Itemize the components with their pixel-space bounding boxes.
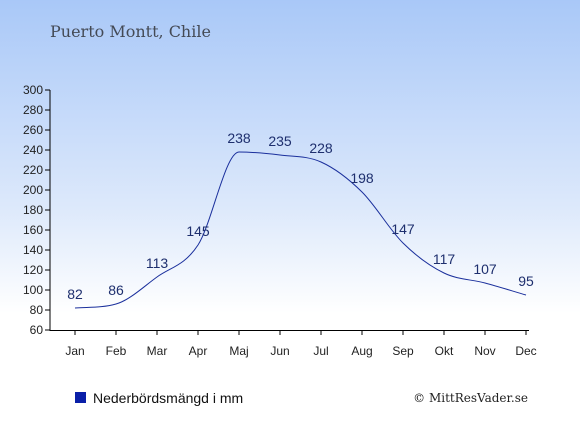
data-label: 117: [433, 251, 456, 267]
legend-label: Nederbördsmängd i mm: [93, 390, 243, 406]
data-point: [74, 307, 76, 309]
y-tick-label: 260: [23, 123, 43, 137]
y-tick-label: 280: [23, 103, 43, 117]
x-tick-label: Nov: [474, 344, 495, 358]
y-tick-label: 120: [23, 263, 43, 277]
x-tick-label: Dec: [515, 344, 536, 358]
chart-title: Puerto Montt, Chile: [50, 22, 211, 41]
x-tick-label: Jun: [270, 344, 289, 358]
y-axis: 60 80 100 120 140 160 180 200 220 240 260 280 300: [23, 83, 51, 337]
y-tick-label: 180: [23, 203, 43, 217]
x-tick-label: Okt: [435, 344, 454, 358]
y-tick-label: 300: [23, 83, 43, 97]
data-label: 198: [350, 170, 374, 186]
y-tick-label: 80: [30, 303, 44, 317]
x-tick-label: Maj: [229, 344, 248, 358]
data-point: [197, 244, 199, 246]
data-label: 228: [309, 140, 333, 156]
data-label: 95: [518, 273, 534, 289]
x-tick-label: Sep: [392, 344, 414, 358]
data-point: [484, 282, 486, 284]
y-tick-label: 240: [23, 143, 43, 157]
y-tick-label: 60: [30, 323, 44, 337]
x-tick-label: Apr: [189, 344, 208, 358]
data-point: [361, 191, 363, 193]
data-point: [402, 242, 404, 244]
x-tick-label: Aug: [351, 344, 372, 358]
data-labels: 82 86 113 145 238 235 228 198 147 117 107 95: [67, 130, 534, 302]
x-tick-label: Jan: [65, 344, 84, 358]
data-label: 107: [473, 261, 497, 277]
data-point: [320, 161, 322, 163]
data-point: [238, 151, 240, 153]
y-tick-label: 140: [23, 243, 43, 257]
x-tick-label: Feb: [106, 344, 127, 358]
credit-text: © MittResVader.se: [413, 391, 528, 405]
data-label: 238: [227, 130, 251, 146]
data-label: 82: [67, 286, 83, 302]
data-label: 145: [186, 223, 210, 239]
data-point: [156, 276, 158, 278]
x-tick-label: Jul: [313, 344, 328, 358]
x-tick-label: Mar: [147, 344, 168, 358]
x-axis: Jan Feb Mar Apr Maj Jun Jul Aug Sep Okt Nov Dec: [50, 330, 537, 358]
y-tick-label: 220: [23, 163, 43, 177]
series-precipitation: [74, 151, 527, 309]
legend-swatch: [75, 392, 86, 403]
data-point: [279, 154, 281, 156]
data-label: 147: [391, 221, 415, 237]
y-tick-label: 100: [23, 283, 43, 297]
y-tick-label: 200: [23, 183, 43, 197]
data-label: 113: [146, 255, 169, 271]
data-point: [115, 303, 117, 305]
data-point: [525, 294, 527, 296]
data-point: [443, 272, 445, 274]
precipitation-line: [74, 151, 527, 309]
y-tick-label: 160: [23, 223, 43, 237]
data-label: 86: [108, 282, 124, 298]
data-label: 235: [268, 133, 292, 149]
